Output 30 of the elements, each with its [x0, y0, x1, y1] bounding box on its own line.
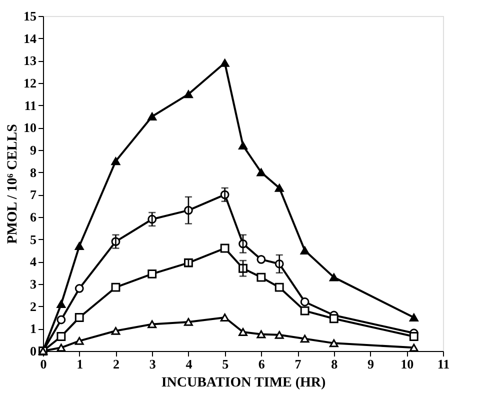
y-tick-label: 1: [30, 321, 36, 336]
y-tick-label: 12: [24, 76, 36, 90]
y-tick-label: 8: [30, 164, 37, 180]
x-tick-label: 2: [112, 356, 120, 372]
x-tick-label: 0: [40, 356, 47, 372]
y-tick-label: 7: [30, 187, 37, 202]
x-tick-label: 4: [186, 356, 193, 372]
y-tick-label: 4: [30, 254, 37, 270]
y-tick-label: 9: [30, 142, 37, 158]
y-tick-label: 3: [30, 276, 37, 292]
y-tick-label: 15: [24, 8, 37, 24]
x-axis-title: INCUBATION TIME (HR): [161, 376, 326, 390]
x-tick-label: 7: [294, 356, 302, 372]
y-tick-label: 14: [24, 30, 37, 46]
x-tick-label: 3: [149, 356, 156, 372]
y-axis-title: PMOL / 10⁶ CELLS: [6, 124, 20, 244]
x-tick-label: 9: [368, 356, 375, 372]
x-tick-label: 8: [331, 356, 338, 372]
y-tick-label: 0: [30, 344, 36, 358]
y-tick-label: 2: [30, 298, 36, 314]
y-tick-label: 13: [24, 53, 37, 68]
x-tick-label: 10: [400, 356, 414, 372]
y-tick-label: 10: [24, 120, 36, 136]
x-tick-label: 6: [258, 356, 266, 372]
x-tick-label: 11: [437, 356, 450, 372]
y-tick-label: 11: [24, 98, 36, 113]
x-tick-label: 5: [222, 356, 230, 372]
y-tick-label: 6: [30, 210, 37, 224]
y-tick-label: 5: [30, 232, 37, 247]
x-tick-label: 1: [76, 356, 84, 372]
